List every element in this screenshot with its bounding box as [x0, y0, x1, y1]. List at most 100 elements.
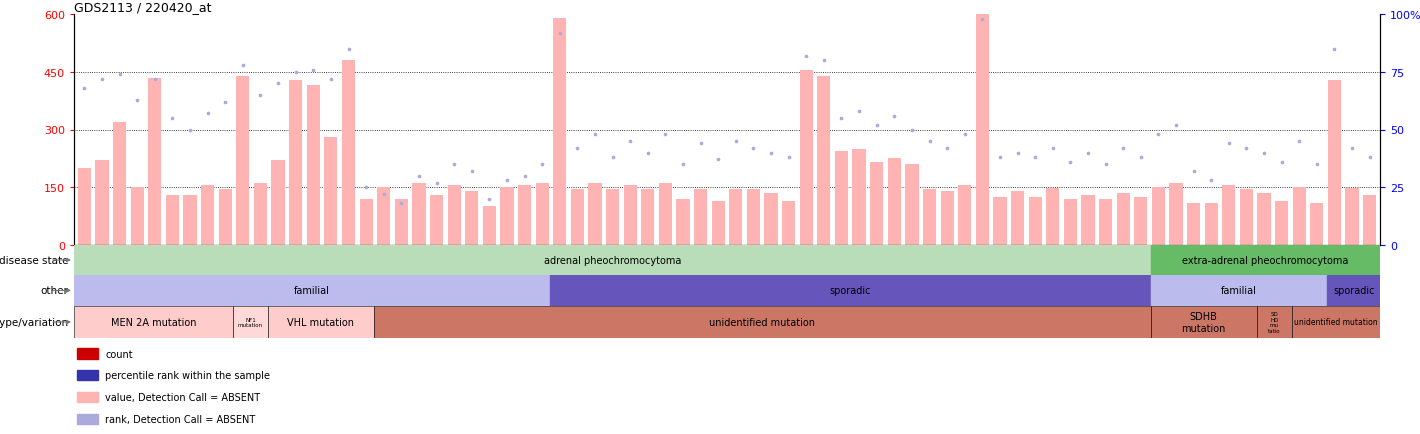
Text: familial: familial — [1221, 286, 1257, 296]
Text: genotype/variation: genotype/variation — [0, 317, 68, 327]
Bar — [976, 15, 988, 245]
Bar — [1292, 306, 1380, 339]
Bar — [77, 414, 98, 424]
Point — [1323, 46, 1346, 53]
Point — [655, 132, 677, 138]
Point — [531, 161, 554, 168]
Text: unidentified mutation: unidentified mutation — [1294, 318, 1377, 327]
Point — [284, 69, 307, 76]
Bar — [1258, 194, 1271, 245]
Text: sporadic: sporadic — [829, 286, 872, 296]
Bar — [1292, 187, 1306, 245]
Point — [72, 85, 95, 92]
Bar — [202, 186, 214, 245]
Bar — [1223, 186, 1235, 245]
Point — [584, 132, 606, 138]
Point — [865, 122, 888, 129]
Point — [795, 53, 818, 60]
Bar — [518, 186, 531, 245]
Bar — [359, 199, 372, 245]
Bar — [412, 184, 426, 245]
Point — [408, 173, 430, 180]
Bar — [131, 187, 143, 245]
Point — [479, 196, 501, 203]
Bar — [1346, 188, 1359, 245]
Point — [971, 16, 994, 23]
Point — [1164, 122, 1187, 129]
Bar — [1047, 188, 1059, 245]
Point — [953, 132, 976, 138]
Bar — [373, 306, 1150, 339]
Point — [689, 141, 711, 148]
Text: adrenal pheochromocytoma: adrenal pheochromocytoma — [544, 256, 682, 265]
Bar — [378, 187, 391, 245]
Bar — [1187, 203, 1200, 245]
Point — [672, 161, 694, 168]
Point — [248, 92, 271, 99]
Point — [1129, 155, 1152, 161]
Bar — [852, 149, 866, 245]
Bar — [1116, 194, 1130, 245]
Point — [1217, 141, 1240, 148]
Bar — [1150, 245, 1380, 276]
Bar — [730, 190, 743, 245]
Bar — [77, 370, 98, 381]
Point — [724, 138, 747, 145]
Text: disease state: disease state — [0, 256, 68, 265]
Bar — [78, 168, 91, 245]
Point — [1288, 138, 1311, 145]
Bar — [818, 76, 831, 245]
Point — [567, 145, 589, 152]
Bar — [940, 191, 954, 245]
Bar — [324, 138, 338, 245]
Bar — [659, 184, 672, 245]
Bar — [642, 190, 655, 245]
Bar — [1170, 184, 1183, 245]
Bar — [1150, 276, 1328, 306]
Text: SD
HD
mu
tatio: SD HD mu tatio — [1268, 311, 1281, 333]
Bar — [1082, 195, 1095, 245]
Text: extra-adrenal pheochromocytoma: extra-adrenal pheochromocytoma — [1183, 256, 1349, 265]
Bar — [588, 184, 602, 245]
Bar — [268, 306, 373, 339]
Bar — [623, 186, 636, 245]
Bar — [233, 306, 268, 339]
Point — [936, 145, 959, 152]
Text: value, Detection Call = ABSENT: value, Detection Call = ABSENT — [105, 392, 260, 402]
Bar — [166, 195, 179, 245]
Point — [1183, 168, 1206, 175]
Point — [1252, 150, 1275, 157]
Point — [372, 191, 395, 198]
Point — [900, 127, 923, 134]
Bar — [1204, 203, 1218, 245]
Text: familial: familial — [294, 286, 329, 296]
Point — [1359, 155, 1382, 161]
Point — [988, 155, 1011, 161]
Point — [919, 138, 941, 145]
Bar — [959, 186, 971, 245]
Bar — [1257, 306, 1292, 339]
Bar — [1311, 203, 1323, 245]
Point — [391, 201, 413, 207]
Point — [848, 108, 870, 115]
Point — [1340, 145, 1363, 152]
Point — [320, 76, 342, 83]
Bar — [236, 76, 250, 245]
Point — [1059, 159, 1082, 166]
Bar — [77, 349, 98, 359]
Text: GDS2113 / 220420_at: GDS2113 / 220420_at — [74, 1, 212, 14]
Bar — [395, 199, 408, 245]
Bar — [290, 80, 302, 245]
Point — [443, 161, 466, 168]
Bar — [483, 207, 496, 245]
Text: VHL mutation: VHL mutation — [287, 317, 355, 327]
Bar — [1099, 199, 1112, 245]
Bar — [676, 199, 690, 245]
Bar — [95, 161, 108, 245]
Bar — [764, 194, 778, 245]
Point — [143, 76, 166, 83]
Text: rank, Detection Call = ABSENT: rank, Detection Call = ABSENT — [105, 414, 256, 424]
Bar — [74, 306, 233, 339]
Bar — [571, 190, 584, 245]
Bar — [466, 191, 479, 245]
